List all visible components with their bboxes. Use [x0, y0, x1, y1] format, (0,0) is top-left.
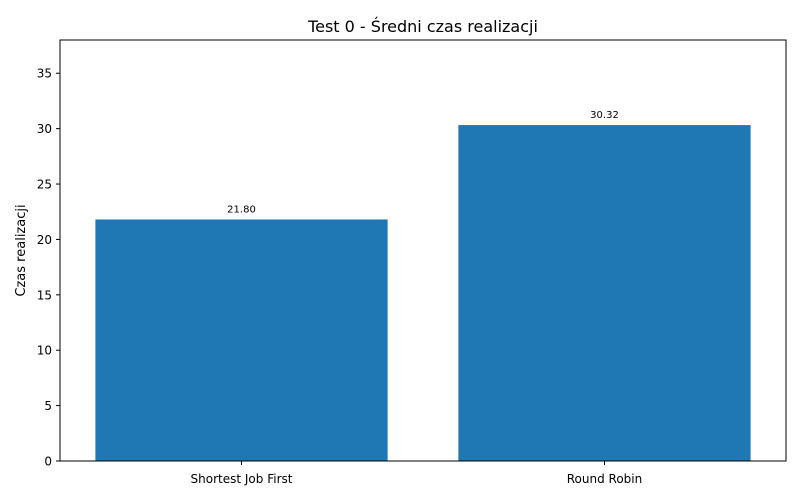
y-tick-label: 30 [37, 122, 52, 136]
plot-area: 21.80 Shortest Job First 30.32 Round Robin 0… [37, 39, 787, 486]
y-tick-label: 5 [44, 399, 52, 413]
y-tick-label: 10 [37, 344, 52, 358]
y-axis-label: Czas realizacji [14, 204, 29, 296]
bar [95, 219, 388, 461]
y-tick-label: 35 [37, 67, 52, 81]
bar [458, 125, 751, 461]
x-tick-label: Shortest Job First [191, 472, 293, 486]
data-label: 21.80 [227, 204, 256, 215]
x-tick-label: Round Robin [567, 472, 642, 486]
y-tick-label: 0 [44, 455, 52, 469]
y-tick-label: 25 [37, 178, 52, 192]
chart-title: Test 0 - Średni czas realizacji [307, 17, 538, 36]
y-tick-label: 20 [37, 233, 52, 247]
y-tick-label: 15 [37, 288, 52, 302]
plot-frame [59, 39, 787, 462]
data-label: 30.32 [590, 110, 619, 121]
